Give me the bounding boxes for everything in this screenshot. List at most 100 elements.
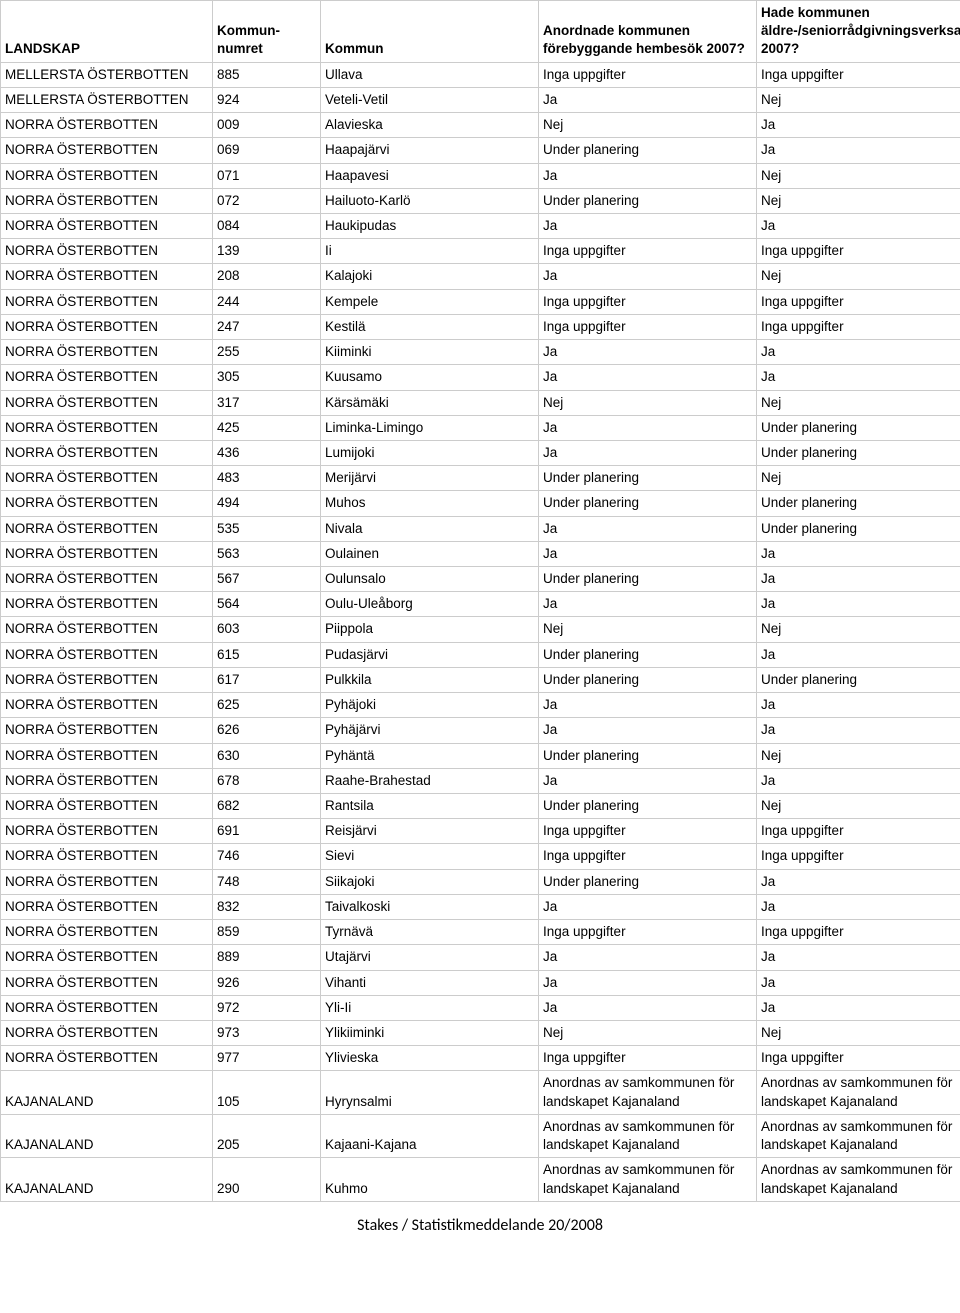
cell-q1: Inga uppgifter	[539, 844, 757, 869]
cell-kommun: Kiiminki	[321, 340, 539, 365]
cell-q2: Ja	[757, 768, 960, 793]
cell-nummer: 746	[213, 844, 321, 869]
cell-kommun: Pyhäntä	[321, 743, 539, 768]
cell-landskap: NORRA ÖSTERBOTTEN	[1, 1020, 213, 1045]
cell-kommun: Ylikiiminki	[321, 1020, 539, 1045]
cell-kommun: Utajärvi	[321, 945, 539, 970]
cell-q2: Inga uppgifter	[757, 62, 960, 87]
table-row: NORRA ÖSTERBOTTEN972Yli-IiJaJa	[1, 995, 960, 1020]
table-row: NORRA ÖSTERBOTTEN084HaukipudasJaJa	[1, 213, 960, 238]
table-row: NORRA ÖSTERBOTTEN567OulunsaloUnder plane…	[1, 567, 960, 592]
cell-landskap: NORRA ÖSTERBOTTEN	[1, 920, 213, 945]
cell-q2: Anordnas av samkommunen för landskapet K…	[757, 1158, 960, 1201]
cell-q1: Under planering	[539, 869, 757, 894]
cell-landskap: NORRA ÖSTERBOTTEN	[1, 844, 213, 869]
table-row: NORRA ÖSTERBOTTEN069HaapajärviUnder plan…	[1, 138, 960, 163]
cell-q1: Anordnas av samkommunen för landskapet K…	[539, 1158, 757, 1201]
cell-nummer: 615	[213, 642, 321, 667]
cell-q1: Under planering	[539, 188, 757, 213]
table-row: NORRA ÖSTERBOTTEN630PyhäntäUnder planeri…	[1, 743, 960, 768]
cell-landskap: NORRA ÖSTERBOTTEN	[1, 138, 213, 163]
cell-kommun: Piippola	[321, 617, 539, 642]
table-row: NORRA ÖSTERBOTTEN255KiiminkiJaJa	[1, 340, 960, 365]
cell-q2: Nej	[757, 743, 960, 768]
cell-landskap: NORRA ÖSTERBOTTEN	[1, 567, 213, 592]
cell-q1: Inga uppgifter	[539, 819, 757, 844]
cell-kommun: Ylivieska	[321, 1046, 539, 1071]
cell-landskap: NORRA ÖSTERBOTTEN	[1, 768, 213, 793]
header-nummer: Kommun-numret	[213, 1, 321, 63]
cell-nummer: 255	[213, 340, 321, 365]
table-row: NORRA ÖSTERBOTTEN317KärsämäkiNejNej	[1, 390, 960, 415]
cell-nummer: 924	[213, 87, 321, 112]
cell-kommun: Oulu-Uleåborg	[321, 592, 539, 617]
cell-landskap: NORRA ÖSTERBOTTEN	[1, 188, 213, 213]
cell-q2: Under planering	[757, 415, 960, 440]
cell-q1: Ja	[539, 87, 757, 112]
cell-q2: Ja	[757, 894, 960, 919]
cell-kommun: Liminka-Limingo	[321, 415, 539, 440]
cell-q1: Under planering	[539, 794, 757, 819]
cell-kommun: Alavieska	[321, 113, 539, 138]
cell-kommun: Rantsila	[321, 794, 539, 819]
cell-q1: Ja	[539, 541, 757, 566]
cell-kommun: Sievi	[321, 844, 539, 869]
cell-q2: Inga uppgifter	[757, 289, 960, 314]
table-row: NORRA ÖSTERBOTTEN009AlavieskaNejJa	[1, 113, 960, 138]
cell-landskap: NORRA ÖSTERBOTTEN	[1, 466, 213, 491]
cell-q1: Inga uppgifter	[539, 1046, 757, 1071]
cell-landskap: NORRA ÖSTERBOTTEN	[1, 289, 213, 314]
cell-nummer: 436	[213, 440, 321, 465]
cell-landskap: NORRA ÖSTERBOTTEN	[1, 794, 213, 819]
cell-q1: Inga uppgifter	[539, 314, 757, 339]
cell-landskap: NORRA ÖSTERBOTTEN	[1, 945, 213, 970]
cell-q1: Ja	[539, 440, 757, 465]
cell-q1: Nej	[539, 617, 757, 642]
cell-nummer: 208	[213, 264, 321, 289]
cell-q1: Ja	[539, 592, 757, 617]
cell-q2: Ja	[757, 541, 960, 566]
cell-kommun: Hailuoto-Karlö	[321, 188, 539, 213]
cell-q1: Ja	[539, 340, 757, 365]
cell-q1: Ja	[539, 970, 757, 995]
cell-q1: Ja	[539, 264, 757, 289]
cell-q1: Ja	[539, 415, 757, 440]
cell-kommun: Kalajoki	[321, 264, 539, 289]
cell-landskap: NORRA ÖSTERBOTTEN	[1, 415, 213, 440]
cell-kommun: Raahe-Brahestad	[321, 768, 539, 793]
cell-landskap: NORRA ÖSTERBOTTEN	[1, 264, 213, 289]
cell-landskap: NORRA ÖSTERBOTTEN	[1, 239, 213, 264]
cell-nummer: 926	[213, 970, 321, 995]
cell-kommun: Lumijoki	[321, 440, 539, 465]
cell-nummer: 859	[213, 920, 321, 945]
cell-kommun: Veteli-Vetil	[321, 87, 539, 112]
cell-nummer: 832	[213, 894, 321, 919]
cell-nummer: 425	[213, 415, 321, 440]
table-row: NORRA ÖSTERBOTTEN973YlikiiminkiNejNej	[1, 1020, 960, 1045]
table-row: NORRA ÖSTERBOTTEN139IiInga uppgifterInga…	[1, 239, 960, 264]
cell-kommun: Ii	[321, 239, 539, 264]
table-row: NORRA ÖSTERBOTTEN072Hailuoto-KarlöUnder …	[1, 188, 960, 213]
header-q2: Hade kommunen äldre-/seniorrådgivningsve…	[757, 1, 960, 63]
cell-q1: Ja	[539, 693, 757, 718]
cell-kommun: Ullava	[321, 62, 539, 87]
cell-q2: Under planering	[757, 667, 960, 692]
cell-kommun: Muhos	[321, 491, 539, 516]
cell-q2: Nej	[757, 466, 960, 491]
cell-kommun: Nivala	[321, 516, 539, 541]
table-row: NORRA ÖSTERBOTTEN625PyhäjokiJaJa	[1, 693, 960, 718]
cell-nummer: 617	[213, 667, 321, 692]
cell-q1: Under planering	[539, 743, 757, 768]
cell-landskap: NORRA ÖSTERBOTTEN	[1, 970, 213, 995]
cell-q1: Under planering	[539, 642, 757, 667]
cell-q2: Nej	[757, 188, 960, 213]
cell-landskap: NORRA ÖSTERBOTTEN	[1, 516, 213, 541]
cell-nummer: 535	[213, 516, 321, 541]
cell-landskap: NORRA ÖSTERBOTTEN	[1, 163, 213, 188]
cell-q2: Ja	[757, 869, 960, 894]
cell-q2: Ja	[757, 340, 960, 365]
cell-nummer: 139	[213, 239, 321, 264]
table-row: NORRA ÖSTERBOTTEN535NivalaJaUnder planer…	[1, 516, 960, 541]
cell-nummer: 748	[213, 869, 321, 894]
cell-nummer: 247	[213, 314, 321, 339]
